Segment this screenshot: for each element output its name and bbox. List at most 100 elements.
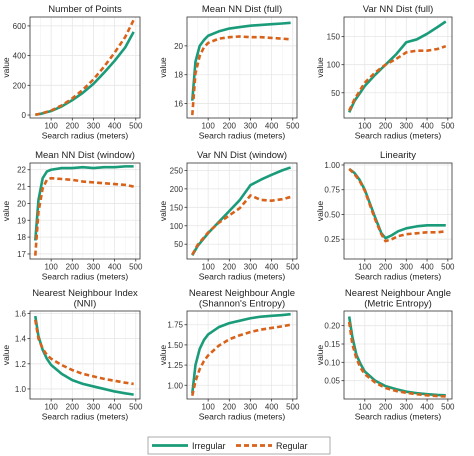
x-tick-label: 400 [108,403,122,412]
x-tick-label: 100 [44,403,58,412]
x-tick-label: 200 [223,403,237,412]
x-tick-label: 300 [244,122,258,131]
x-axis-label: Search radius (meters) [42,412,129,422]
panel-7: 100 200 300 400 500 1.0 1.2 1.4 1.6 Search radius… [1,288,143,422]
y-tick-label: 1.00 [167,381,183,390]
y-tick-label: 22 [17,166,26,175]
series-line-irregular [190,21,291,101]
y-tick-label: 16 [174,100,183,109]
x-tick-label: 400 [265,263,279,272]
x-tick-label: 500 [441,263,455,272]
y-tick-label: 21 [17,183,26,192]
legend: Irregular Regular [147,436,331,455]
y-tick-label: 20 [174,42,183,51]
x-tick-label: 300 [244,263,258,272]
series-line-regular [348,167,446,243]
panels-group: 100 200 300 400 500 0 200 400 600 Search radius (… [1,4,455,422]
x-tick-label: 300 [87,403,101,412]
y-axis-label: value [315,201,325,222]
y-tick-label: 1.6 [15,310,27,319]
y-tick-label: 600 [13,22,27,31]
legend-label-regular: Regular [276,441,308,451]
panel-frame [186,16,298,119]
y-tick-label: 0.20 [324,322,340,331]
panel-title: Nearest Neighbour Index [32,288,138,299]
y-tick-label: 1.2 [15,360,27,369]
x-axis-label: Search radius (meters) [199,131,286,141]
x-tick-label: 500 [441,403,455,412]
x-tick-label: 500 [129,263,143,272]
x-tick-label: 300 [400,263,414,272]
y-tick-label: 0.05 [324,377,340,386]
y-tick-label: 50 [174,240,183,249]
y-tick-label: 1.50 [167,341,183,350]
x-tick-label: 400 [108,263,122,272]
x-axis-label: Search radius (meters) [199,412,286,422]
y-tick-label: 1.75 [167,321,183,330]
x-tick-label: 400 [420,403,434,412]
panel-title: (Shannon's Entropy) [199,299,285,310]
y-tick-label: 0.10 [324,358,340,367]
panel-2: 100 200 300 400 500 16 18 20 Search radius (mete… [158,4,300,141]
x-tick-label: 200 [379,403,393,412]
panel-frame [343,162,453,260]
y-tick-label: 1.25 [167,361,183,370]
x-tick-label: 100 [358,122,372,131]
plot-area [344,311,452,399]
y-tick-label: 1.00 [324,161,340,170]
x-tick-label: 300 [400,122,414,131]
y-tick-label: 0 [22,111,27,120]
x-tick-label: 400 [265,122,279,131]
plot-area [344,17,452,118]
x-tick-label: 400 [108,122,122,131]
x-tick-label: 500 [129,122,143,131]
x-tick-label: 500 [286,403,300,412]
panel-frame [343,16,453,119]
x-tick-label: 100 [44,263,58,272]
series-line-irregular [191,166,292,256]
x-tick-label: 100 [201,263,215,272]
x-axis-label: Search radius (meters) [199,272,286,282]
panel-3: 100 200 300 400 500 50 100 150 Search radius (me… [315,4,455,141]
panel-1: 100 200 300 400 500 0 200 400 600 Search radius (… [1,4,143,141]
y-tick-label: 200 [170,185,184,194]
x-axis-label: Search radius (meters) [355,131,442,141]
series-line-irregular [190,312,291,394]
panel-title: Nearest Neighbour Angle [189,288,295,299]
panel-5: 100 200 300 400 500 50 100 150 200 250 Search radi… [158,150,300,282]
panel-title: Var NN Dist (window) [197,150,287,161]
plot-area [344,163,452,259]
x-axis-label: Search radius (meters) [42,131,129,141]
x-tick-label: 300 [87,122,101,131]
series-line-regular [33,176,134,256]
series-line-irregular [348,20,447,113]
y-axis-label: value [1,345,11,366]
y-tick-label: 1.4 [15,335,27,344]
y-tick-label: 1.0 [15,385,27,394]
x-tick-label: 200 [66,122,80,131]
x-tick-label: 100 [358,403,372,412]
x-tick-label: 200 [223,122,237,131]
panel-frame [29,310,141,400]
series-line-regular [34,319,134,386]
y-tick-label: 18 [174,71,183,80]
y-tick-label: 0.50 [324,210,340,219]
panel-frame [343,310,453,400]
x-tick-label: 200 [379,122,393,131]
y-tick-label: 19 [17,216,26,225]
plot-area [187,17,297,118]
plot-area [30,163,140,259]
x-axis-label: Search radius (meters) [42,272,129,282]
panel-title: Var NN Dist (full) [363,4,434,15]
y-tick-label: 17 [17,250,26,259]
x-axis-label: Search radius (meters) [355,272,442,282]
y-axis-label: value [315,57,325,78]
x-tick-label: 300 [87,263,101,272]
y-tick-label: 400 [13,52,27,61]
x-tick-label: 300 [400,403,414,412]
y-axis-label: value [158,345,168,366]
x-tick-label: 400 [420,263,434,272]
panel-frame [186,162,298,260]
y-axis-label: value [1,201,11,222]
